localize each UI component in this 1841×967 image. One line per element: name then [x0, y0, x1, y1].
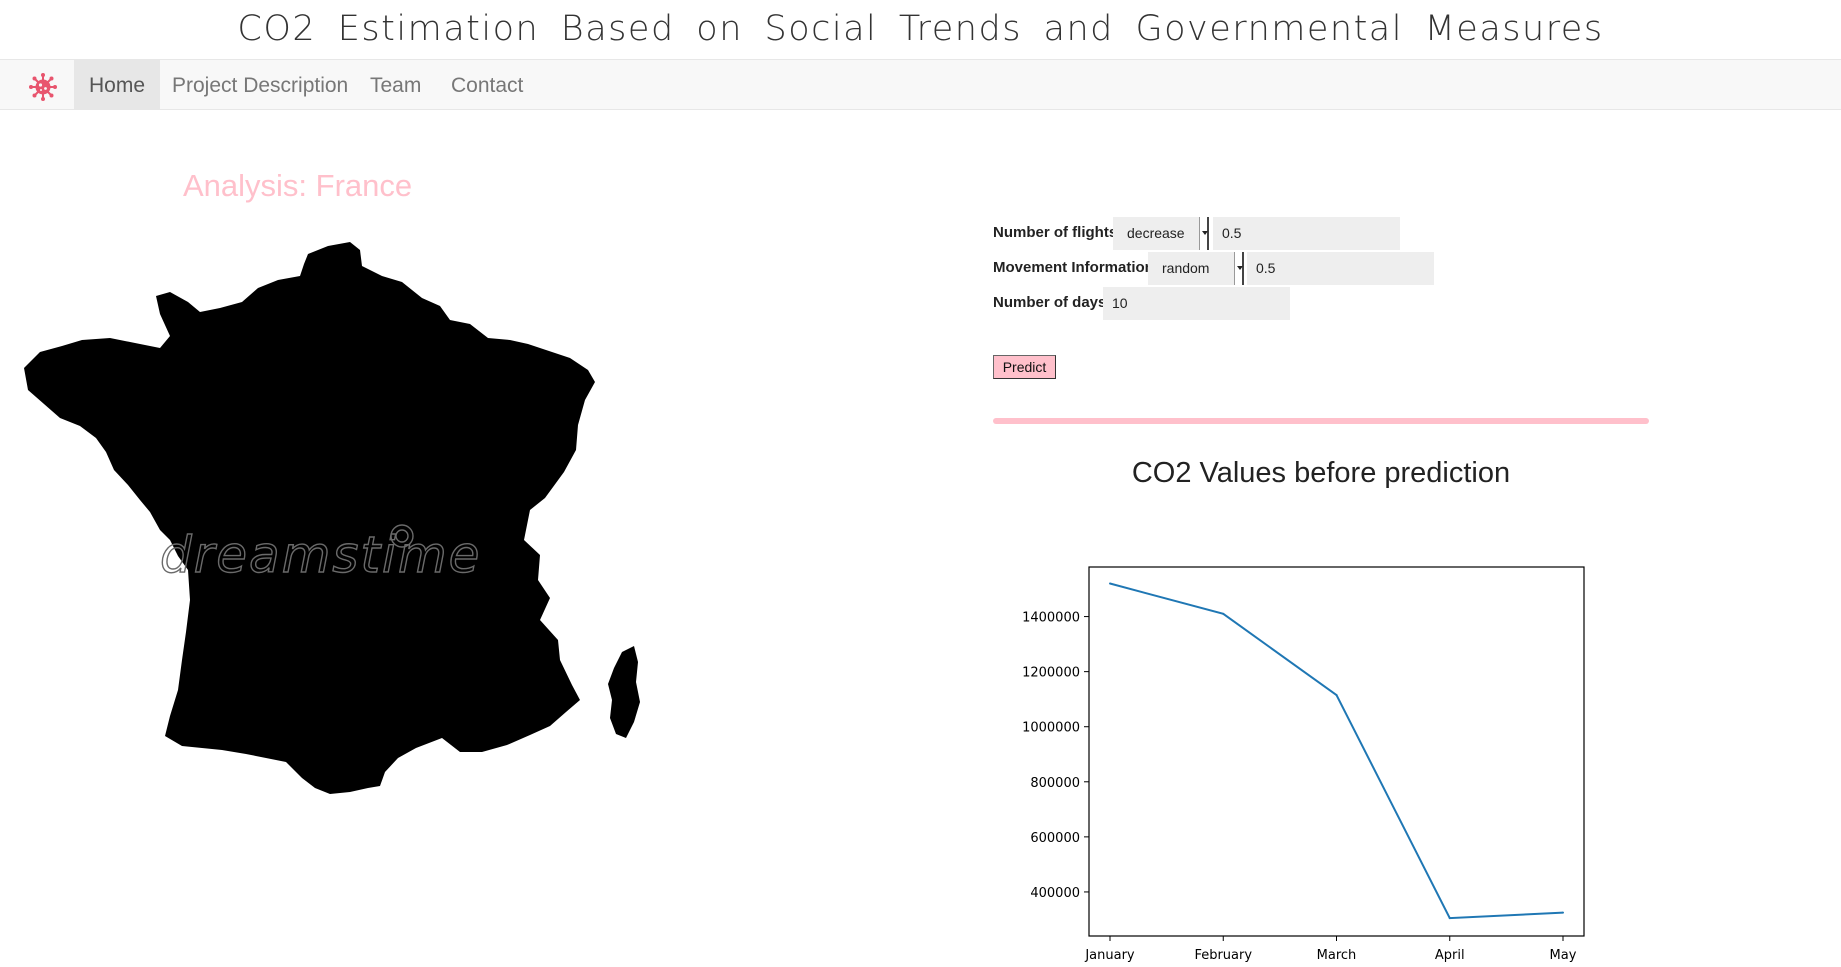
days-input[interactable]: 10	[1103, 287, 1290, 320]
flights-label: Number of flights	[993, 224, 1118, 241]
nav-team[interactable]: Team	[370, 74, 422, 97]
data-point	[1109, 582, 1111, 585]
y-tick-label: 800000	[1030, 776, 1080, 791]
analysis-title: Analysis: France	[183, 168, 413, 203]
nav-project-description[interactable]: Project Description	[172, 74, 349, 97]
x-tick-label: January	[1084, 948, 1135, 963]
y-tick-label: 400000	[1030, 886, 1080, 901]
x-tick-label: March	[1317, 948, 1357, 963]
chart-title: CO2 Values before prediction	[1131, 457, 1511, 489]
flights-value-input[interactable]: 0.5	[1213, 217, 1400, 250]
series-line	[1109, 582, 1564, 920]
predict-button[interactable]: Predict	[993, 355, 1056, 379]
y-tick-label: 1000000	[1022, 721, 1080, 736]
site-title: CO2 Estimation Based on Social Trends an…	[237, 9, 1604, 49]
movement-value-input[interactable]: 0.5	[1247, 252, 1434, 285]
data-point	[1448, 917, 1451, 920]
plot-frame	[1088, 566, 1585, 937]
nav-home[interactable]: Home	[74, 60, 161, 109]
nav-contact[interactable]: Contact	[451, 74, 524, 97]
chevron-down-icon	[1234, 252, 1244, 285]
y-tick-label: 1400000	[1022, 611, 1080, 626]
map-watermark: dreamstime	[160, 526, 481, 584]
movement-mode-value: random	[1162, 260, 1210, 276]
co2-line-chart: 400000600000800000100000012000001400000 …	[1022, 566, 1585, 963]
navbar: Home Project Description Team Contact	[0, 59, 1841, 110]
y-tick-label: 1200000	[1022, 666, 1080, 681]
data-point	[1562, 911, 1564, 914]
france-map: dreamstime	[24, 242, 640, 794]
x-tick-label: February	[1194, 948, 1252, 963]
flights-mode-select[interactable]: decrease	[1113, 217, 1209, 250]
movement-mode-select[interactable]: random	[1148, 252, 1244, 285]
chevron-down-icon	[1199, 217, 1209, 250]
data-point	[1335, 694, 1338, 697]
y-tick-label: 600000	[1030, 831, 1080, 846]
data-point	[1222, 612, 1225, 615]
movement-label: Movement Information	[993, 259, 1154, 276]
x-tick-label: May	[1550, 948, 1577, 963]
divider	[993, 418, 1649, 424]
virus-icon[interactable]	[28, 72, 58, 102]
days-label: Number of days	[993, 294, 1107, 311]
x-tick-label: April	[1435, 948, 1465, 963]
flights-mode-value: decrease	[1127, 225, 1185, 241]
